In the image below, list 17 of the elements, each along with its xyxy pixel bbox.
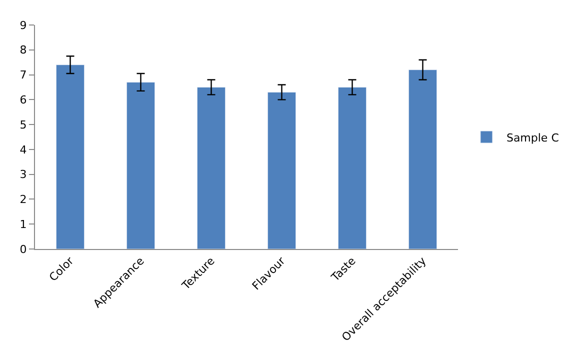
y-tick-label: 1 <box>20 218 27 231</box>
bar <box>56 64 85 249</box>
y-tick-label: 0 <box>20 242 27 256</box>
y-tick-label: 5 <box>20 118 27 132</box>
y-tick-label: 7 <box>20 68 27 82</box>
y-tick-label: 4 <box>20 143 27 156</box>
y-tick-label: 8 <box>20 44 27 57</box>
bar <box>196 86 226 249</box>
y-tick-label: 2 <box>20 193 27 206</box>
bar <box>267 92 296 249</box>
bar <box>408 70 438 249</box>
y-tick-label: 3 <box>20 168 27 182</box>
bar <box>338 86 367 249</box>
bar <box>126 82 156 249</box>
y-tick-label: 6 <box>20 94 27 107</box>
y-tick-label: 9 <box>20 18 27 32</box>
legend-label: Sample C <box>506 131 560 144</box>
